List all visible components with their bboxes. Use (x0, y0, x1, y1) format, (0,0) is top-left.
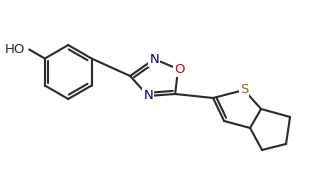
Text: O: O (174, 62, 184, 76)
Text: N: N (143, 89, 153, 103)
Text: S: S (240, 83, 248, 96)
Text: N: N (149, 52, 159, 66)
Text: HO: HO (5, 43, 25, 56)
